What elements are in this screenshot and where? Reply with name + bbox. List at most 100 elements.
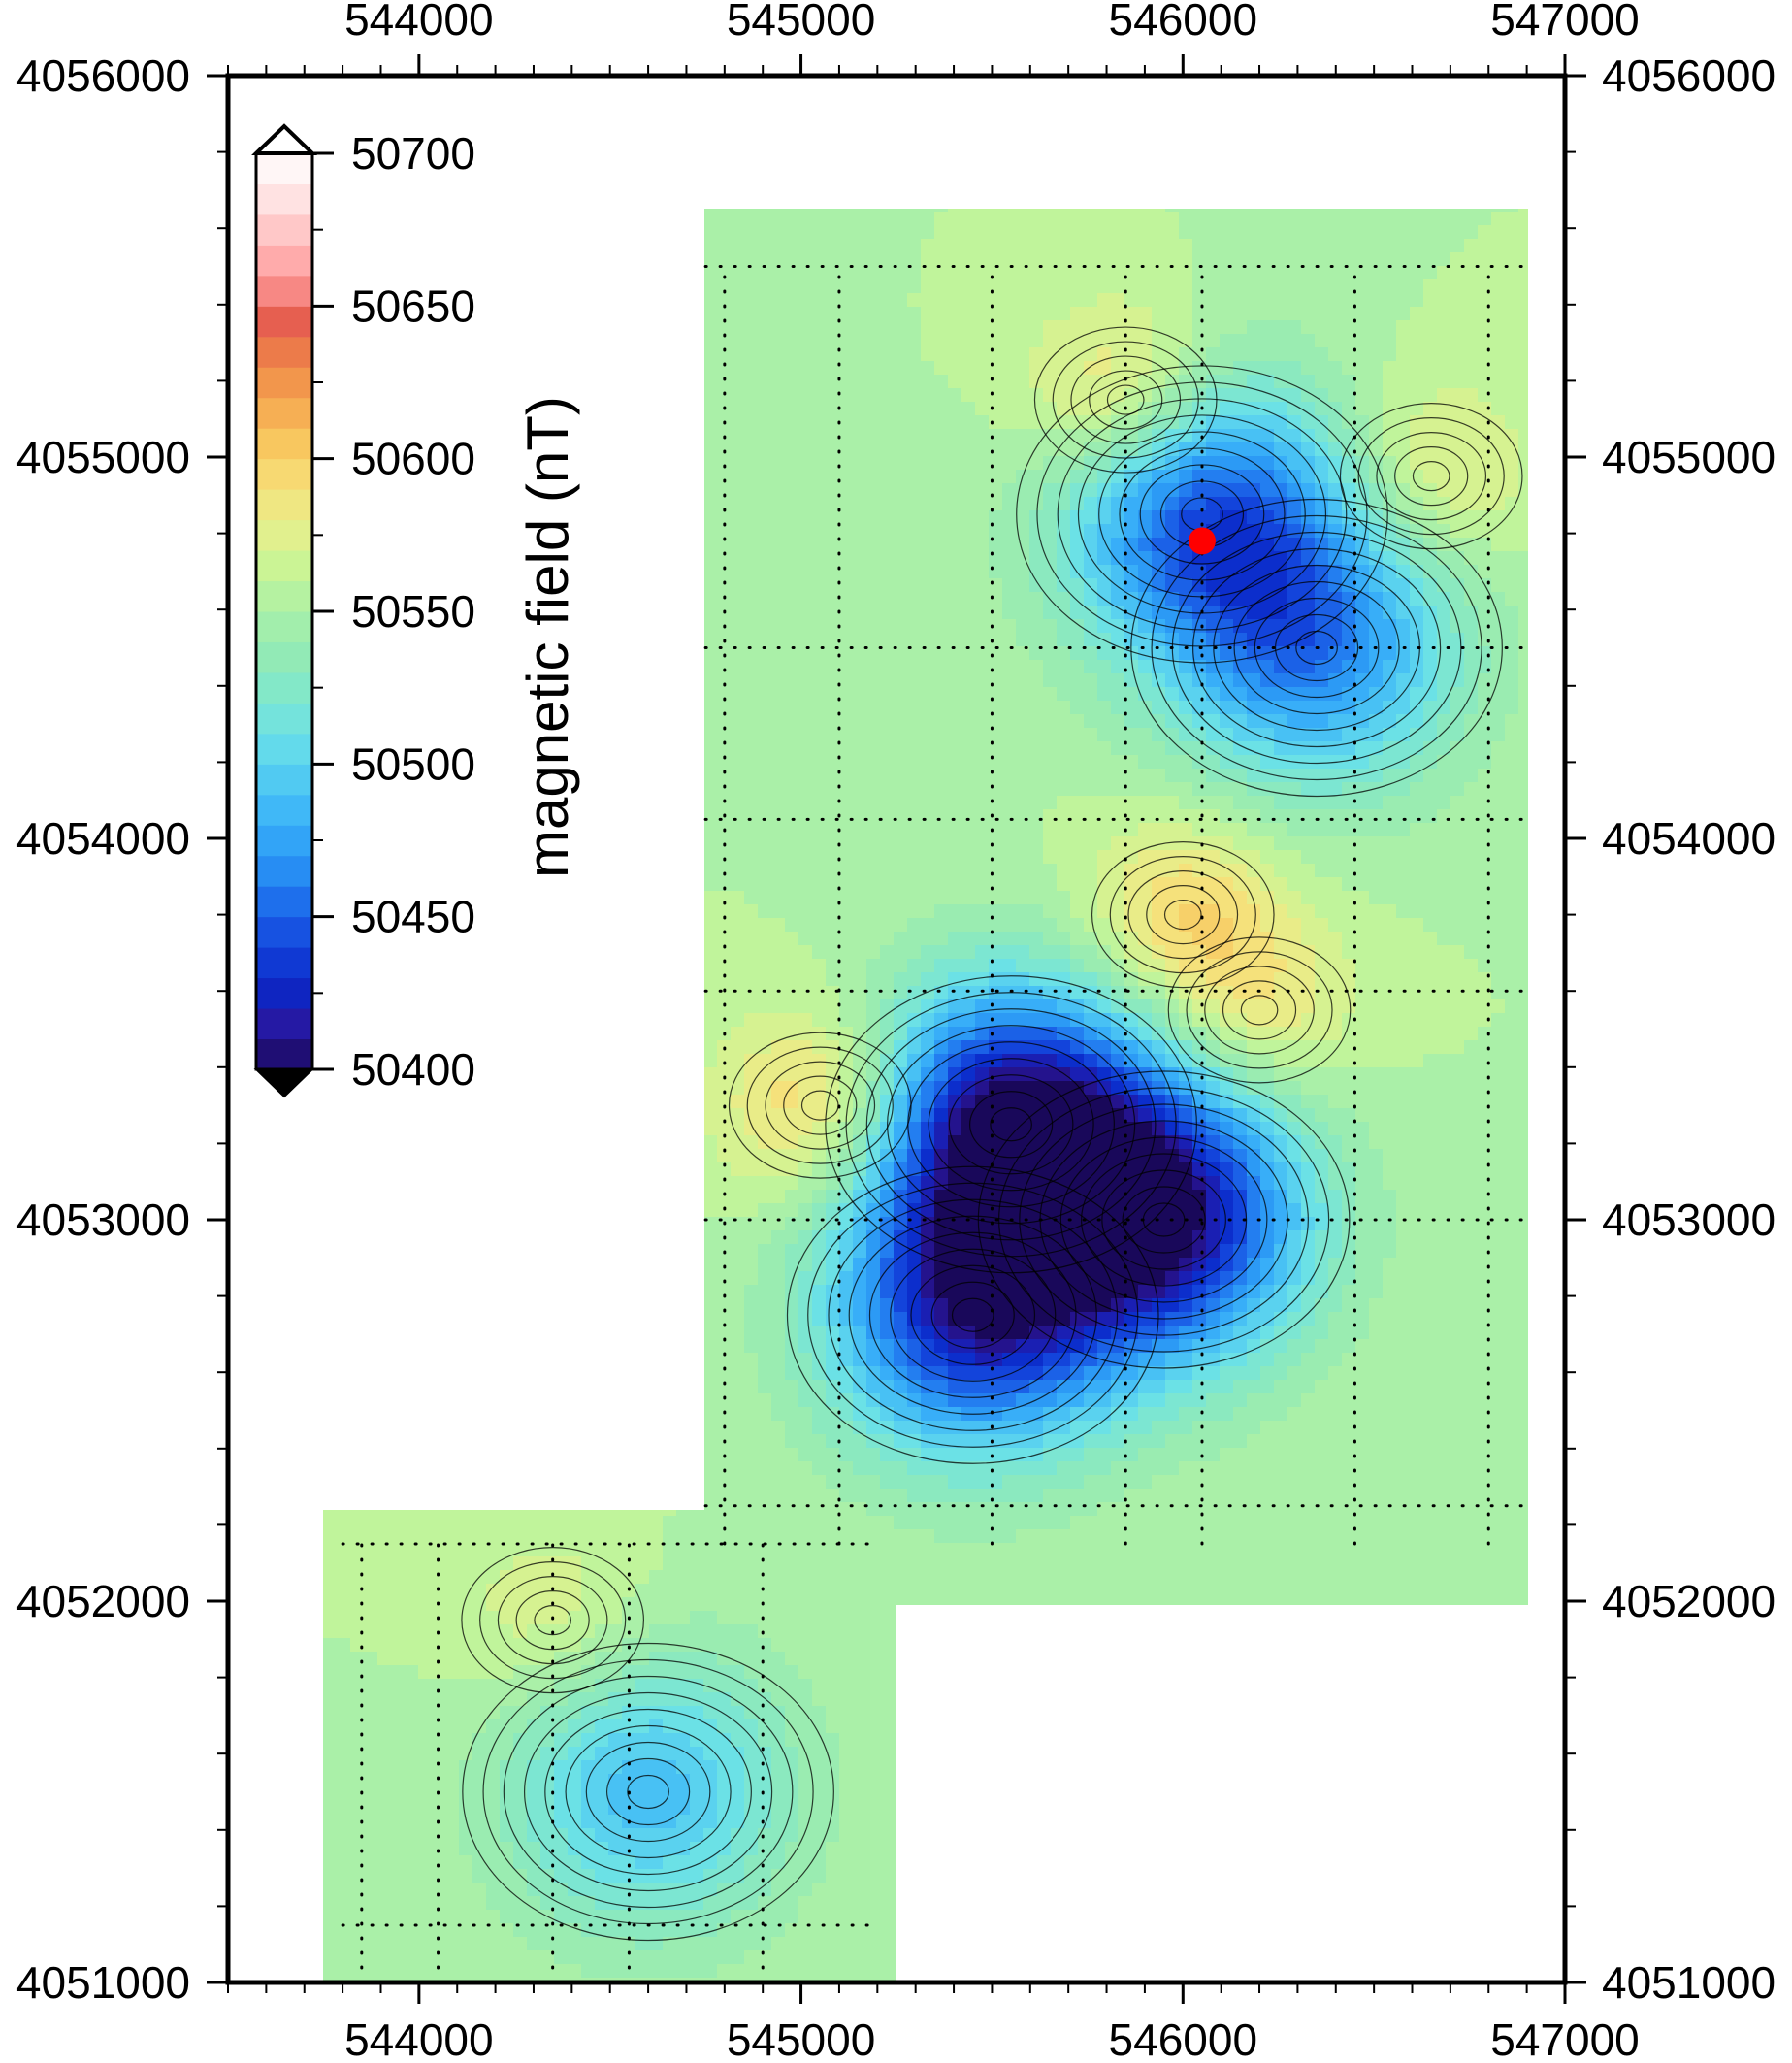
- contour-line: [1254, 597, 1380, 699]
- colorbar-swatch: [256, 1038, 312, 1070]
- contour-line: [765, 1061, 876, 1150]
- colorbar-swatch: [256, 764, 312, 796]
- contour-line: [1033, 326, 1218, 474]
- contour-line: [1240, 995, 1279, 1026]
- colorbar-under-triangle: [253, 1068, 315, 1098]
- colorbar: 50400 50450 50500 50550 50600 50650 50700 magn…: [251, 123, 580, 1098]
- contour-line: [479, 1561, 627, 1680]
- y-tick-label-right: 4053000: [1602, 1195, 1776, 1245]
- contour-line: [848, 1215, 1097, 1415]
- contour-line: [1146, 884, 1221, 945]
- x-tick-label-bottom: 545000: [727, 2014, 876, 2063]
- contour-line: [523, 1691, 773, 1892]
- x-tick-label-top: 544000: [344, 0, 494, 45]
- colorbar-swatch: [256, 213, 312, 246]
- y-tick-label-left: 4054000: [16, 813, 190, 864]
- y-tick-label-right: 4051000: [1602, 1957, 1776, 2008]
- contour-line: [1151, 514, 1482, 781]
- colorbar-swatch: [256, 397, 312, 429]
- x-tick-label-top: 545000: [727, 0, 876, 45]
- colorbar-swatch: [256, 306, 312, 338]
- y-tick-label-right: 4056000: [1602, 50, 1776, 101]
- contour-line: [1122, 1186, 1206, 1254]
- contour-line: [1412, 461, 1450, 492]
- contour-line: [1019, 1103, 1309, 1336]
- contour-line: [977, 1070, 1351, 1369]
- contour-line: [990, 1107, 1032, 1142]
- colorbar-ticks: 50400 50450 50500 50550 50600 50650 50700: [312, 128, 475, 1095]
- contour-line: [1130, 498, 1503, 798]
- survey-lines: [341, 265, 1529, 1982]
- contour-line: [951, 1297, 994, 1332]
- contour-line: [1109, 855, 1256, 974]
- contour-line: [910, 1264, 1036, 1365]
- colorbar-swatch: [256, 641, 312, 673]
- contour-line: [969, 1091, 1054, 1159]
- contour-line: [462, 1642, 834, 1942]
- contour-line: [786, 1165, 1159, 1464]
- contour-line: [565, 1724, 732, 1859]
- contour-line: [1163, 899, 1202, 931]
- x-tick-label-bottom: 547000: [1490, 2014, 1640, 2063]
- contour-line: [605, 1757, 691, 1826]
- contour-line: [1091, 840, 1275, 989]
- colorbar-swatch: [256, 183, 312, 215]
- x-tick-label-top: 547000: [1490, 0, 1640, 45]
- y-tick-label-left: 4052000: [16, 1576, 190, 1626]
- contour-line: [783, 1075, 858, 1135]
- colorbar-swatch: [256, 1008, 312, 1040]
- colorbar-swatch: [256, 916, 312, 948]
- contour-line: [534, 1605, 572, 1636]
- colorbar-tick-label: 50600: [351, 434, 475, 484]
- colorbar-over-triangle: [251, 123, 317, 155]
- y-tick-label-left: 4056000: [16, 50, 190, 101]
- contour-line: [1101, 1169, 1226, 1270]
- contour-line: [1204, 966, 1315, 1055]
- contour-line: [627, 1774, 669, 1810]
- colorbar-swatch: [256, 245, 312, 277]
- colorbar-tick-label: 50700: [351, 128, 475, 179]
- contour-line: [1339, 403, 1523, 550]
- colorbar-swatch: [256, 794, 312, 826]
- contour-line: [865, 1008, 1157, 1241]
- y-tick-label-left: 4055000: [16, 432, 190, 482]
- colorbar-swatch: [256, 886, 312, 918]
- y-tick-label-right: 4055000: [1602, 432, 1776, 482]
- colorbar-tick-label: 50450: [351, 892, 475, 942]
- contour-line: [1295, 630, 1338, 666]
- colorbar-swatch: [256, 855, 312, 887]
- y-tick-label-left: 4051000: [16, 1957, 190, 2008]
- contour-line: [544, 1708, 752, 1876]
- contour-line: [1106, 384, 1145, 415]
- contour-line: [728, 1032, 912, 1179]
- x-tick-label-top: 546000: [1109, 0, 1258, 45]
- contour-line: [1186, 951, 1333, 1069]
- contour-line: [1057, 398, 1348, 631]
- colorbar-tick-label: 50500: [351, 738, 475, 789]
- map-frame: [225, 73, 1568, 1985]
- x-tick-label-bottom: 544000: [344, 2014, 494, 2063]
- contour-line: [1089, 370, 1163, 430]
- contour-line: [1127, 869, 1239, 960]
- colorbar-swatch: [256, 458, 312, 490]
- contour-line: [515, 1590, 590, 1651]
- colorbar-swatch: [256, 336, 312, 368]
- colorbar-swatch: [256, 703, 312, 735]
- contour-line: [1233, 580, 1400, 715]
- colorbar-swatch: [256, 733, 312, 765]
- colorbar-swatch: [256, 825, 312, 857]
- contour-line: [1167, 936, 1352, 1084]
- contour-line: [746, 1046, 894, 1164]
- contour-line: [930, 1281, 1015, 1349]
- x-tick-label-bottom: 546000: [1109, 2014, 1258, 2063]
- colorbar-swatch: [256, 977, 312, 1009]
- contour-line: [828, 1198, 1119, 1431]
- colorbar-swatch: [256, 550, 312, 582]
- contour-line: [461, 1547, 645, 1694]
- contour-line: [1052, 341, 1199, 459]
- colorbar-title: magnetic field (nT): [515, 396, 580, 878]
- contour-line: [1070, 355, 1182, 444]
- map-axes: 544000 544000 545000 545000 546000 546000 5470…: [16, 0, 1776, 2063]
- colorbar-swatch: [256, 671, 312, 704]
